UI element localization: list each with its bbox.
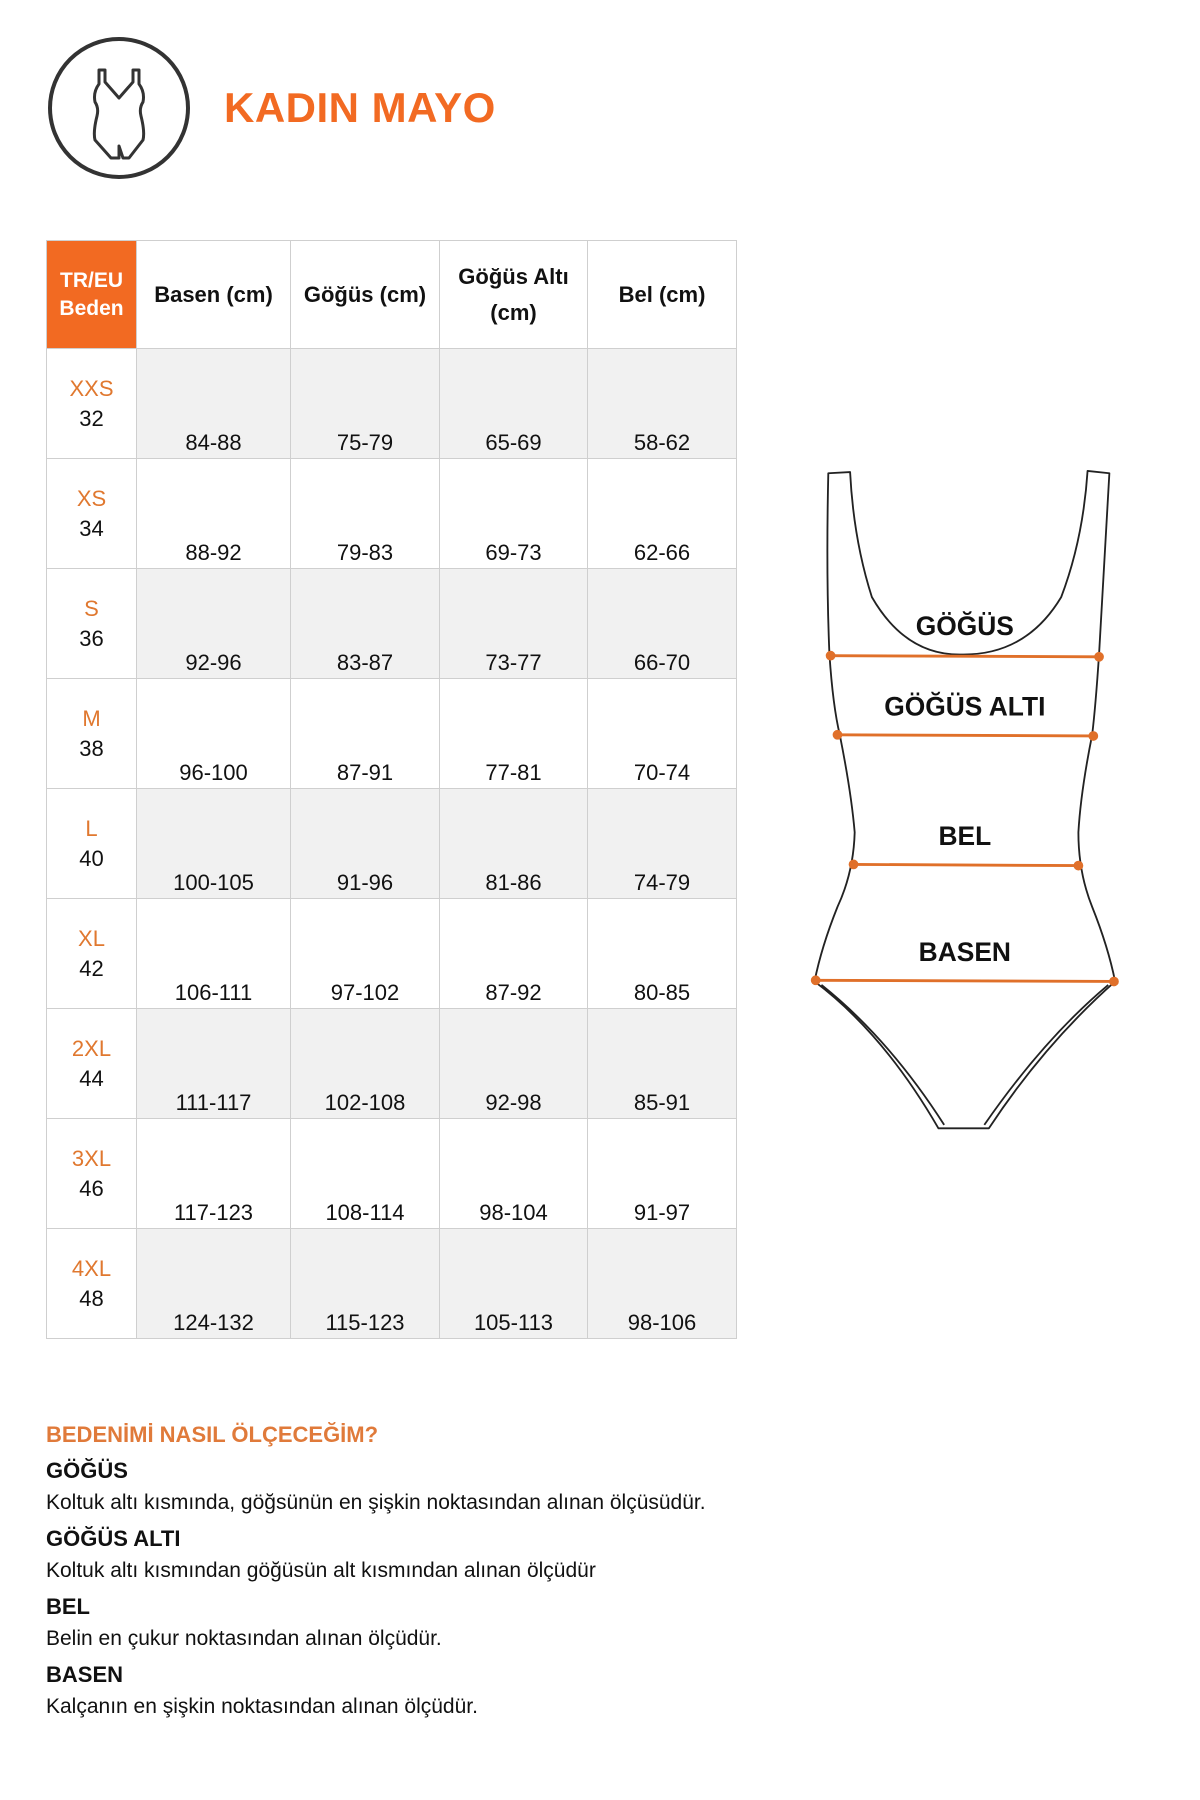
gogus-cell: 102-108 xyxy=(290,1008,440,1119)
bel-cell: 85-91 xyxy=(587,1008,737,1119)
gogus-alti-cell: 92-98 xyxy=(439,1008,588,1119)
guide-heading: BEDENİMİ NASIL ÖLÇECEĞİM? xyxy=(46,1422,379,1447)
bel-cell: 58-62 xyxy=(587,348,737,459)
guide-item-text: Koltuk altı kısmından göğüsün alt kısmın… xyxy=(46,1559,596,1582)
size-label: XS xyxy=(76,485,107,511)
gogus-alti-cell: 73-77 xyxy=(439,568,588,679)
eu-size: 40 xyxy=(79,845,104,871)
size-label: 4XL xyxy=(71,1255,112,1281)
eu-size: 38 xyxy=(79,735,104,761)
gogus-cell: 75-79 xyxy=(290,348,440,459)
page-title: KADIN MAYO xyxy=(224,84,496,131)
swimsuit-outline xyxy=(813,470,1117,1130)
gogus-cell: 79-83 xyxy=(290,458,440,569)
eu-size: 46 xyxy=(79,1175,104,1201)
gogus-alti-cell: 77-81 xyxy=(439,678,588,789)
size-cell: M 38 xyxy=(46,678,137,789)
bel-cell: 80-85 xyxy=(587,898,737,1009)
basen-cell: 92-96 xyxy=(136,568,291,679)
basen-cell: 106-111 xyxy=(136,898,291,1009)
measurement-guide: BEDENİMİ NASIL ÖLÇECEĞİM? GÖĞÜS Koltuk a… xyxy=(46,1422,946,1728)
col-header-basen: Basen (cm) xyxy=(136,240,291,349)
table-row: 4XL 48 124-132 115-123 105-113 98-106 xyxy=(46,1228,737,1339)
size-cell: 3XL 46 xyxy=(46,1118,137,1229)
table-row: S 36 92-96 83-87 73-77 66-70 xyxy=(46,568,737,679)
gogus-alti-cell: 87-92 xyxy=(439,898,588,1009)
eu-size: 48 xyxy=(79,1285,104,1311)
guide-item-title: BASEN xyxy=(46,1662,124,1687)
size-cell: XS 34 xyxy=(46,458,137,569)
bel-cell: 74-79 xyxy=(587,788,737,899)
guide-item-text: Belin en çukur noktasından alınan ölçüdü… xyxy=(46,1627,442,1650)
gogus-cell: 108-114 xyxy=(290,1118,440,1229)
basen-cell: 111-117 xyxy=(136,1008,291,1119)
table-header-row: TR/EU Beden Basen (cm) Göğüs (cm) Göğüs … xyxy=(46,240,737,349)
diagram-label-basen: BASEN xyxy=(919,937,1011,967)
col-header-gogus-alti: Göğüs Altı (cm) xyxy=(439,240,588,349)
table-row: XS 34 88-92 79-83 69-73 62-66 xyxy=(46,458,737,569)
bel-cell: 91-97 xyxy=(587,1118,737,1229)
diagram-label-gogus-alti: GÖĞÜS ALTI xyxy=(884,691,1045,721)
guide-item-text: Koltuk altı kısmında, göğsünün en şişkin… xyxy=(46,1491,706,1514)
gogus-cell: 115-123 xyxy=(290,1228,440,1339)
guide-item-title: BEL xyxy=(46,1594,90,1619)
size-label: XXS xyxy=(69,375,114,401)
gogus-alti-cell: 81-86 xyxy=(439,788,588,899)
basen-cell: 88-92 xyxy=(136,458,291,569)
guide-item-title: GÖĞÜS xyxy=(46,1458,128,1483)
table-row: 2XL 44 111-117 102-108 92-98 85-91 xyxy=(46,1008,737,1119)
table-row: L 40 100-105 91-96 81-86 74-79 xyxy=(46,788,737,899)
bel-cell: 70-74 xyxy=(587,678,737,789)
swimsuit-icon xyxy=(48,37,190,179)
bel-cell: 66-70 xyxy=(587,568,737,679)
size-label: XL xyxy=(78,925,105,951)
size-cell: XL 42 xyxy=(46,898,137,1009)
gogus-alti-cell: 98-104 xyxy=(439,1118,588,1229)
eu-size: 32 xyxy=(79,405,104,431)
eu-size: 34 xyxy=(79,515,104,541)
gogus-cell: 83-87 xyxy=(290,568,440,679)
size-cell: L 40 xyxy=(46,788,137,899)
basen-cell: 96-100 xyxy=(136,678,291,789)
gogus-alti-cell: 65-69 xyxy=(439,348,588,459)
col-header-size: TR/EU Beden xyxy=(46,240,137,349)
size-label: L xyxy=(85,815,98,841)
size-cell: 4XL 48 xyxy=(46,1228,137,1339)
guide-item-text: Kalçanın en şişkin noktasından alınan öl… xyxy=(46,1695,478,1718)
gogus-alti-cell: 69-73 xyxy=(439,458,588,569)
gogus-cell: 91-96 xyxy=(290,788,440,899)
table-row: M 38 96-100 87-91 77-81 70-74 xyxy=(46,678,737,789)
basen-cell: 100-105 xyxy=(136,788,291,899)
size-table: TR/EU Beden Basen (cm) Göğüs (cm) Göğüs … xyxy=(46,240,737,1339)
size-cell: S 36 xyxy=(46,568,137,679)
table-row: 3XL 46 117-123 108-114 98-104 91-97 xyxy=(46,1118,737,1229)
size-label: 3XL xyxy=(71,1145,112,1171)
basen-cell: 84-88 xyxy=(136,348,291,459)
diagram-label-gogus: GÖĞÜS xyxy=(916,611,1014,641)
size-label: S xyxy=(84,595,99,621)
gogus-cell: 87-91 xyxy=(290,678,440,789)
size-label: 2XL xyxy=(71,1035,112,1061)
diagram-label-bel: BEL xyxy=(938,821,991,851)
col-header-gogus: Göğüs (cm) xyxy=(290,240,440,349)
guide-item-title: GÖĞÜS ALTI xyxy=(46,1526,181,1551)
bel-cell: 98-106 xyxy=(587,1228,737,1339)
size-cell: 2XL 44 xyxy=(46,1008,137,1119)
bel-cell: 62-66 xyxy=(587,458,737,569)
table-row: XXS 32 84-88 75-79 65-69 58-62 xyxy=(46,348,737,459)
basen-cell: 124-132 xyxy=(136,1228,291,1339)
col-header-bel: Bel (cm) xyxy=(587,240,737,349)
eu-size: 44 xyxy=(79,1065,104,1091)
size-cell: XXS 32 xyxy=(46,348,137,459)
basen-cell: 117-123 xyxy=(136,1118,291,1229)
size-label: M xyxy=(82,705,101,731)
gogus-alti-cell: 105-113 xyxy=(439,1228,588,1339)
eu-size: 36 xyxy=(79,625,104,651)
gogus-cell: 97-102 xyxy=(290,898,440,1009)
eu-size: 42 xyxy=(79,955,104,981)
table-row: XL 42 106-111 97-102 87-92 80-85 xyxy=(46,898,737,1009)
